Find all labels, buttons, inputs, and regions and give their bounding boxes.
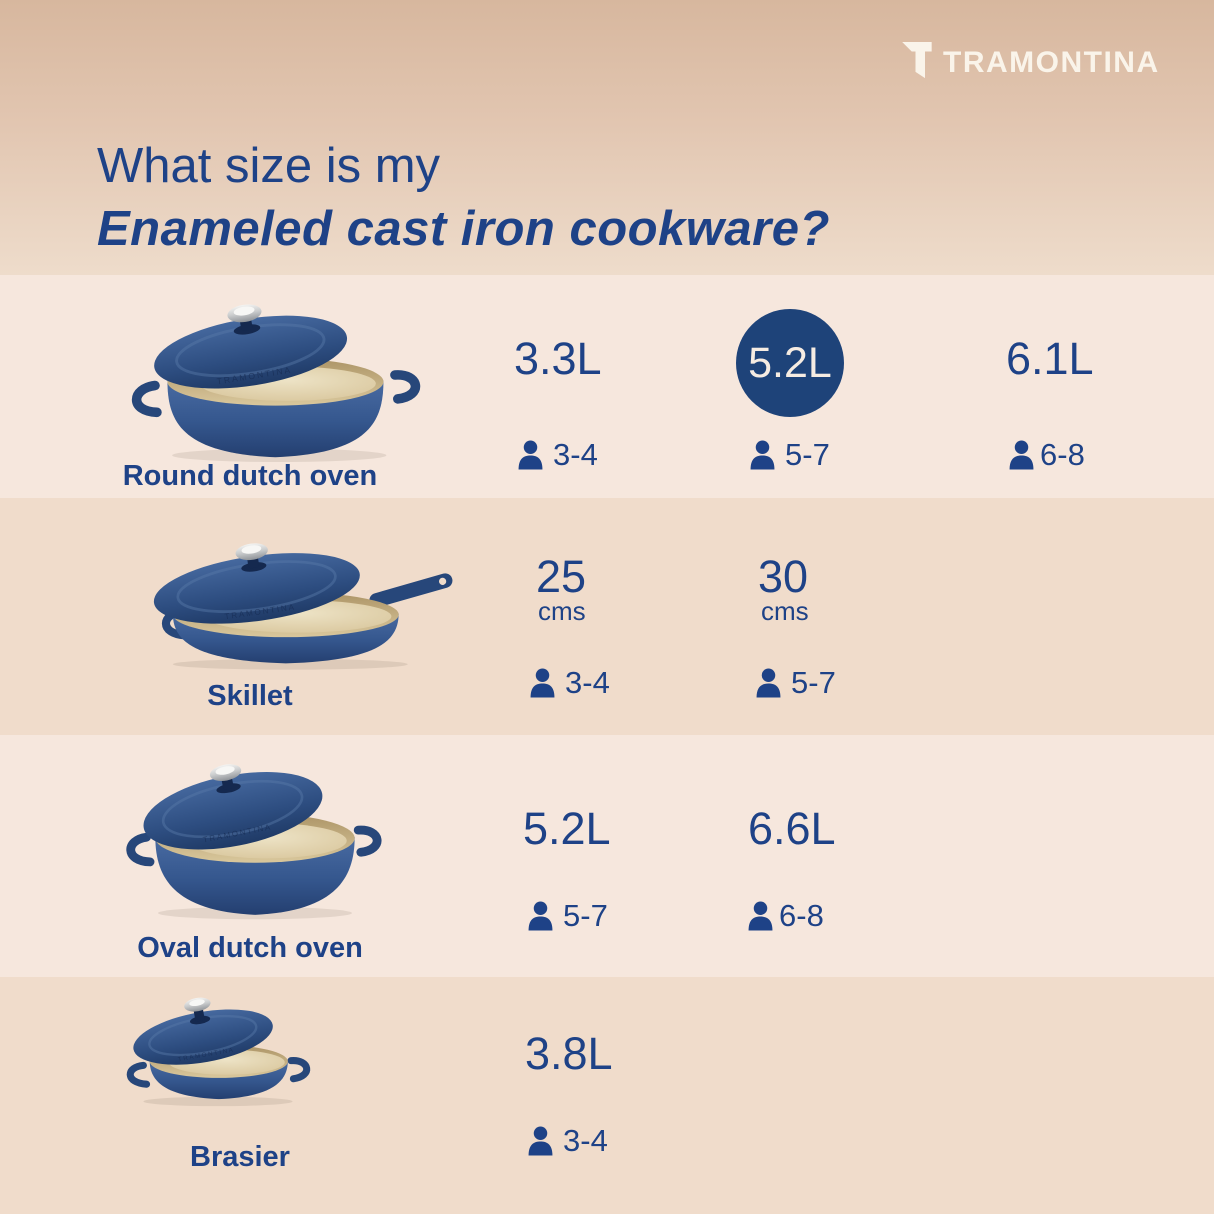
serving-range: 5-7 xyxy=(749,439,830,470)
size-value: 30 xyxy=(758,551,809,602)
serving-count: 3-4 xyxy=(563,1123,608,1158)
product-label: Brasier xyxy=(190,1141,290,1174)
brand-logo: TRAMONTINA xyxy=(899,42,1160,80)
serving-count: 5-7 xyxy=(785,437,830,472)
serving-range: 3-4 xyxy=(517,439,598,470)
row-round-dutch-oven: TRAMONTINA Round dutch oven 3.3L 5.2L 6.… xyxy=(0,275,1214,498)
title-line2: Enameled cast iron cookware? xyxy=(97,201,830,256)
brasier-image: TRAMONTINA xyxy=(126,997,311,1107)
serving-count: 6-8 xyxy=(779,898,824,933)
person-icon xyxy=(530,667,555,698)
serving-range: 3-4 xyxy=(527,1125,608,1156)
size-value: 6.6L xyxy=(748,803,836,854)
person-icon xyxy=(750,439,775,470)
row-brasier: TRAMONTINA Brasier 3.8L 3-4 xyxy=(0,977,1214,1214)
serving-range: 5-7 xyxy=(755,667,836,698)
product-label: Round dutch oven xyxy=(122,460,378,493)
person-icon xyxy=(528,900,553,931)
row-skillet: TRAMONTINA Skillet 25 cms 30 cms 3-4 5-7 xyxy=(0,498,1214,735)
serving-range: 5-7 xyxy=(527,900,608,931)
page-title: What size is my Enameled cast iron cookw… xyxy=(97,135,830,261)
brand-name: TRAMONTINA xyxy=(943,46,1160,79)
size-value: 3.8L xyxy=(525,1028,613,1079)
size-value: 5.2L xyxy=(523,803,611,854)
person-icon xyxy=(1009,439,1034,470)
size-unit: cms xyxy=(761,596,809,626)
person-icon xyxy=(518,439,543,470)
serving-count: 3-4 xyxy=(553,437,598,472)
person-icon xyxy=(756,667,781,698)
serving-count: 6-8 xyxy=(1040,437,1085,472)
product-label: Skillet xyxy=(207,680,293,713)
serving-range: 6-8 xyxy=(747,900,824,931)
serving-count: 3-4 xyxy=(565,665,610,700)
size-value: 5.2L xyxy=(748,338,832,387)
serving-count: 5-7 xyxy=(563,898,608,933)
header: TRAMONTINA What size is my Enameled cast… xyxy=(0,0,1214,275)
size-value: 3.3L xyxy=(514,333,602,384)
serving-count: 5-7 xyxy=(791,665,836,700)
size-value: 6.1L xyxy=(1006,333,1094,384)
row-oval-dutch-oven: TRAMONTINA Oval dutch oven 5.2L 6.6L 5-7… xyxy=(0,735,1214,977)
product-label: Oval dutch oven xyxy=(137,932,363,965)
size-unit: cms xyxy=(538,596,586,626)
person-icon xyxy=(748,900,773,931)
serving-range: 6-8 xyxy=(1008,439,1085,470)
round-dutch-oven-image: TRAMONTINA xyxy=(132,304,421,463)
size-highlight-badge: 5.2L xyxy=(736,309,844,417)
oval-dutch-oven-image: TRAMONTINA xyxy=(126,764,382,920)
person-icon xyxy=(528,1125,553,1156)
title-line1: What size is my xyxy=(97,138,441,193)
tramontina-t-icon xyxy=(902,42,932,79)
size-value: 25 xyxy=(536,551,587,602)
skillet-image: TRAMONTINA xyxy=(153,543,453,670)
serving-range: 3-4 xyxy=(529,667,610,698)
